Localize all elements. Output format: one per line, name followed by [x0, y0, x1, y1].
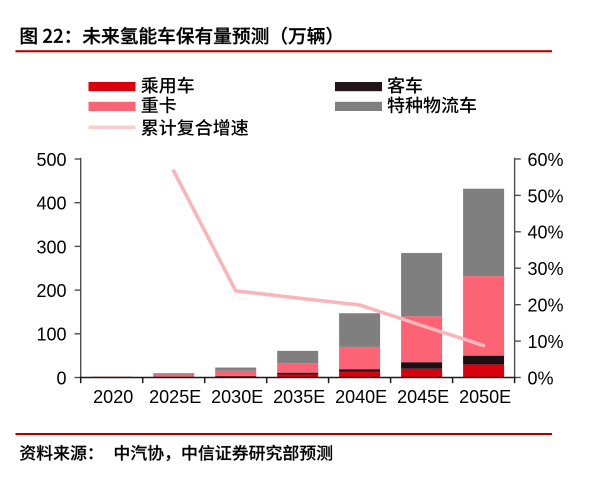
- svg-text:200: 200: [36, 281, 66, 301]
- svg-text:30%: 30%: [528, 259, 564, 279]
- svg-text:20%: 20%: [528, 296, 564, 316]
- svg-text:0%: 0%: [528, 368, 554, 388]
- svg-text:60%: 60%: [528, 150, 564, 170]
- svg-text:2040E: 2040E: [335, 387, 387, 407]
- svg-text:10%: 10%: [528, 332, 564, 352]
- svg-text:0: 0: [56, 368, 66, 388]
- svg-text:100: 100: [36, 325, 66, 345]
- svg-text:300: 300: [36, 237, 66, 257]
- svg-text:50%: 50%: [528, 186, 564, 206]
- svg-text:2025E: 2025E: [149, 387, 201, 407]
- svg-text:2045E: 2045E: [397, 387, 449, 407]
- svg-text:2050E: 2050E: [459, 387, 511, 407]
- svg-text:2035E: 2035E: [273, 387, 325, 407]
- svg-text:40%: 40%: [528, 223, 564, 243]
- svg-text:500: 500: [36, 150, 66, 170]
- svg-text:400: 400: [36, 194, 66, 214]
- svg-text:2020: 2020: [93, 387, 133, 407]
- svg-text:2030E: 2030E: [211, 387, 263, 407]
